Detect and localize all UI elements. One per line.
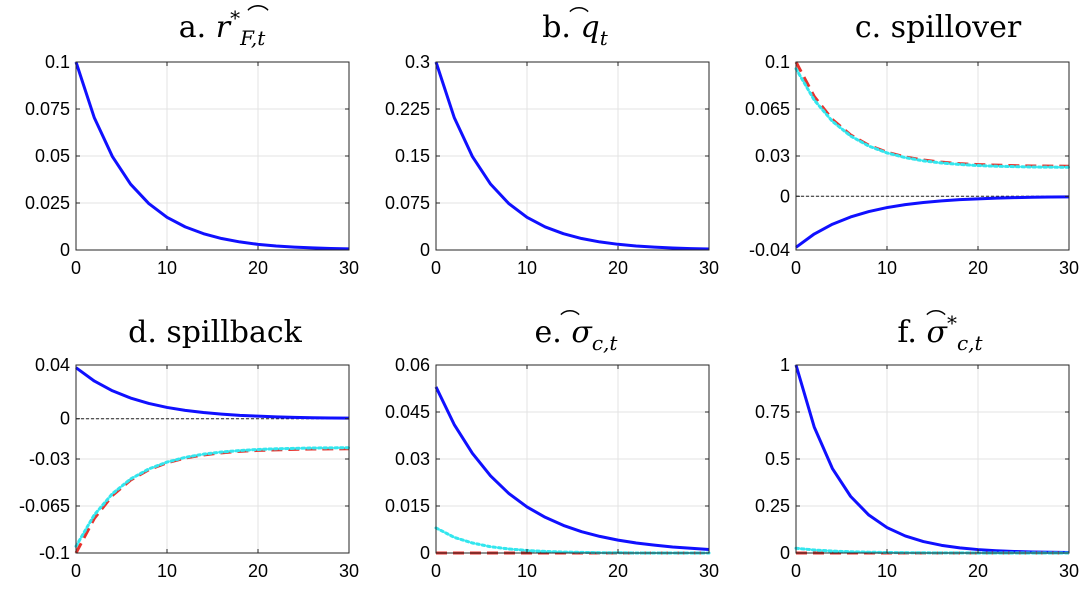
x-tick-label-c-2: 20: [968, 258, 988, 278]
y-tick-label-d-1: -0.065: [19, 496, 70, 516]
x-tick-label-e-0: 0: [431, 561, 441, 581]
x-tick-label-a-3: 30: [339, 258, 359, 278]
y-tick-label-d-0: -0.1: [39, 543, 70, 563]
series-solid-b: [434, 61, 710, 251]
title-e-hat: ⌒: [560, 309, 580, 332]
y-tick-label-a-3: 0.075: [25, 99, 70, 119]
x-tick-label-e-1: 10: [517, 561, 537, 581]
x-tick-label-b-2: 20: [608, 258, 628, 278]
panel-b: 0 10 20 30 0 0.075 0.15 0.225 0.3: [385, 52, 719, 278]
title-c: c. spillover: [855, 10, 1022, 45]
x-tick-label-a-0: 0: [71, 258, 81, 278]
y-tick-label-b-2: 0.15: [395, 146, 430, 166]
x-tick-label-d-1: 10: [157, 561, 177, 581]
y-tick-label-e-1: 0.015: [385, 496, 430, 516]
y-tick-label-e-2: 0.03: [395, 449, 430, 469]
x-tick-label-c-1: 10: [877, 258, 897, 278]
y-tick-label-c-2: 0.03: [755, 146, 790, 166]
y-tick-label-c-1: 0: [780, 186, 790, 206]
y-tick-label-c-0: -0.04: [749, 240, 790, 260]
y-tick-label-f-0: 0: [780, 543, 790, 563]
y-tick-label-a-0: 0: [60, 240, 70, 260]
title-b-hat: ⌒: [569, 6, 589, 29]
x-tick-label-f-0: 0: [791, 561, 801, 581]
y-tick-label-d-3: 0: [60, 409, 70, 429]
title-d: d. spillback: [128, 315, 303, 350]
y-tick-label-d-4: 0.04: [35, 355, 70, 375]
y-tick-label-e-4: 0.06: [395, 355, 430, 375]
title-a-hat: ⌒: [247, 4, 269, 29]
y-tick-label-e-3: 0.045: [385, 402, 430, 422]
y-tick-label-b-4: 0.3: [405, 52, 430, 72]
y-tick-label-a-2: 0.05: [35, 146, 70, 166]
y-tick-label-f-2: 0.5: [765, 449, 790, 469]
y-tick-label-f-3: 0.75: [755, 402, 790, 422]
x-tick-label-e-3: 30: [699, 561, 719, 581]
series-solid-e: [434, 386, 710, 552]
x-tick-label-f-3: 30: [1059, 561, 1079, 581]
y-tick-label-b-3: 0.225: [385, 99, 430, 119]
y-tick-label-d-2: -0.03: [29, 449, 70, 469]
y-tick-label-f-1: 0.25: [755, 496, 790, 516]
y-tick-label-a-1: 0.025: [25, 193, 70, 213]
y-tick-label-e-0: 0: [420, 543, 430, 563]
x-tick-label-a-1: 10: [157, 258, 177, 278]
x-tick-label-b-0: 0: [431, 258, 441, 278]
x-tick-label-d-0: 0: [71, 561, 81, 581]
series-solid-c: [795, 195, 1070, 249]
x-tick-label-d-2: 20: [248, 561, 268, 581]
series-solid-a: [74, 61, 350, 251]
panel-d: 0 10 20 30 -0.1 -0.065 -0.03 0 0.04: [19, 355, 359, 581]
y-tick-label-c-3: 0.065: [745, 99, 790, 119]
x-tick-label-f-2: 20: [968, 561, 988, 581]
x-tick-label-f-1: 10: [877, 561, 897, 581]
x-tick-label-b-1: 10: [517, 258, 537, 278]
x-tick-label-a-2: 20: [248, 258, 268, 278]
title-b: b. qt: [542, 10, 609, 50]
panel-e: 0 10 20 30 0 0.015 0.03 0.045 0.06: [385, 355, 719, 581]
y-tick-label-a-4: 0.1: [45, 52, 70, 72]
series-dotted-d: [74, 446, 351, 548]
x-tick-label-c-0: 0: [791, 258, 801, 278]
y-tick-label-b-1: 0.075: [385, 193, 430, 213]
y-tick-label-f-4: 1: [780, 355, 790, 375]
panel-f: 0 10 20 30 0 0.25 0.5 0.75 1: [755, 355, 1079, 581]
series-solid-d: [75, 366, 350, 420]
x-tick-label-d-3: 30: [339, 561, 359, 581]
x-tick-label-e-2: 20: [608, 561, 628, 581]
title-f-hat: ⌒: [926, 309, 946, 332]
y-tick-label-c-4: 0.1: [765, 52, 790, 72]
panel-a: 0 10 20 30 0 0.025 0.05 0.075 0.1: [25, 52, 359, 278]
x-tick-label-c-3: 30: [1059, 258, 1079, 278]
title-e: e. σc,t: [535, 315, 619, 355]
series-dotted-c: [794, 67, 1071, 169]
x-tick-label-b-3: 30: [699, 258, 719, 278]
y-tick-label-b-0: 0: [420, 240, 430, 260]
